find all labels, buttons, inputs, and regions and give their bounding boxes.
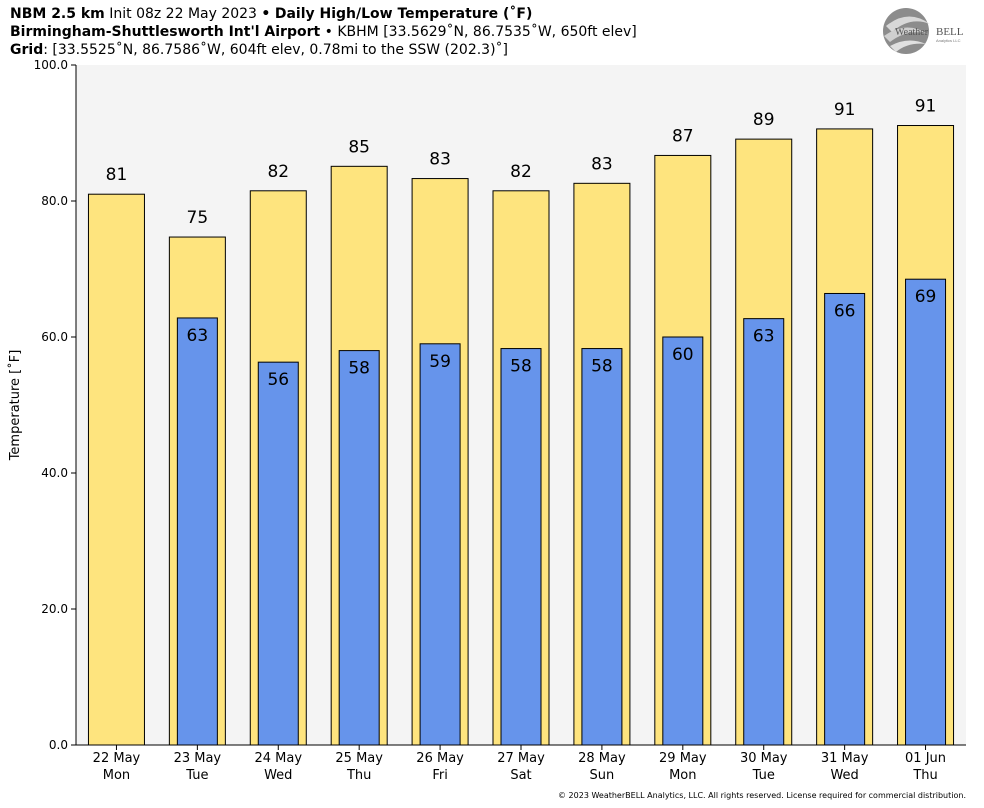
- high-temp-label: 82: [510, 162, 532, 182]
- bars: 81 75 82 85 83 82 83 87 89 91 91 63 56 58 59 58 58 60 63 66…: [75, 65, 966, 746]
- grid-details: : [33.5525˚N, 86.7586˚W, 604ft elev, 0.7…: [43, 42, 509, 58]
- y-tick-label: 100.0: [34, 58, 68, 72]
- weatherbell-logo: Weather BELL Analytics LLC: [883, 8, 964, 54]
- low-temp-label: 56: [267, 370, 289, 390]
- separator: •: [261, 6, 271, 22]
- low-temp-bar: [338, 350, 380, 746]
- x-tick-label: 23 May Tue: [174, 751, 222, 783]
- high-temp-label: 85: [348, 137, 370, 157]
- low-temp-bar: [743, 318, 785, 746]
- x-tick-label: 01 Jun Thu: [905, 751, 946, 783]
- x-tick-label: 25 May Thu: [335, 751, 383, 783]
- high-temp-label: 91: [834, 100, 856, 120]
- model-name: NBM 2.5 km: [10, 6, 105, 22]
- header-line-station: Birmingham-Shuttlesworth Int'l Airport •…: [10, 23, 637, 41]
- high-temp-label: 87: [672, 126, 694, 146]
- separator: •: [324, 24, 333, 40]
- y-tick-label: 60.0: [41, 330, 68, 344]
- low-temp-bar: [500, 348, 542, 746]
- low-temp-label: 59: [429, 352, 451, 372]
- y-axis: 0.0 20.0 40.0 60.0 80.0 100.0: [34, 58, 76, 752]
- high-temp-label: 82: [267, 162, 289, 182]
- x-tick-label: 31 May Wed: [821, 751, 869, 783]
- x-tick-label: 27 May Sat: [497, 751, 545, 783]
- high-temp-label: 83: [591, 154, 613, 174]
- y-axis-label: Temperature [˚F]: [7, 350, 23, 462]
- low-temp-label: 58: [591, 357, 613, 377]
- x-tick-label: 30 May Tue: [740, 751, 788, 783]
- logo-text-suffix: BELL: [936, 26, 964, 38]
- y-tick-label: 0.0: [49, 738, 68, 752]
- low-temp-bar: [176, 317, 218, 746]
- high-temp-bar: [87, 193, 145, 746]
- low-temp-label: 58: [510, 357, 532, 377]
- high-temp-label: 75: [187, 208, 209, 228]
- low-temp-bar: [905, 278, 947, 746]
- high-temp-label: 91: [915, 97, 937, 117]
- logo-text-prefix: Weather: [895, 27, 929, 38]
- low-temp-bar: [824, 292, 866, 746]
- x-tick-label: 28 May Sun: [578, 751, 626, 783]
- logo-tagline: Analytics LLC: [936, 38, 961, 43]
- low-temp-bar: [662, 336, 704, 746]
- x-axis: 22 May Mon 23 May Tue 24 May Wed 25 May Thu 26 M…: [93, 745, 946, 783]
- y-tick-label: 80.0: [41, 194, 68, 208]
- product-title: Daily High/Low Temperature (˚F): [274, 6, 533, 22]
- low-temp-label: 63: [187, 326, 209, 346]
- low-temp-label: 66: [834, 301, 856, 321]
- x-tick-label: 29 May Mon: [659, 751, 707, 783]
- low-temp-bar: [581, 348, 623, 746]
- station-name: Birmingham-Shuttlesworth Int'l Airport: [10, 24, 321, 40]
- low-temp-bar: [257, 361, 299, 746]
- high-temp-label: 89: [753, 110, 775, 130]
- x-tick-label: 26 May Fri: [416, 751, 464, 783]
- y-tick-label: 20.0: [41, 602, 68, 616]
- low-temp-bar: [419, 343, 461, 746]
- high-temp-label: 81: [106, 165, 128, 185]
- copyright-notice: © 2023 WeatherBELL Analytics, LLC. All r…: [558, 791, 966, 800]
- station-details: KBHM [33.5629˚N, 86.7535˚W, 650ft elev]: [337, 24, 637, 40]
- grid-label: Grid: [10, 42, 44, 58]
- y-tick-label: 40.0: [41, 466, 68, 480]
- header-line-model: NBM 2.5 km Init 08z 22 May 2023 • Daily …: [10, 5, 532, 23]
- low-temp-label: 60: [672, 345, 694, 365]
- high-temp-label: 83: [429, 150, 451, 170]
- init-time: Init 08z 22 May 2023: [109, 6, 257, 22]
- low-temp-label: 58: [348, 359, 370, 379]
- low-temp-label: 69: [915, 287, 937, 307]
- low-temp-label: 63: [753, 327, 775, 347]
- header-line-grid: Grid: [33.5525˚N, 86.7586˚W, 604ft elev,…: [10, 41, 508, 59]
- x-tick-label: 22 May Mon: [93, 751, 141, 783]
- x-tick-label: 24 May Wed: [254, 751, 302, 783]
